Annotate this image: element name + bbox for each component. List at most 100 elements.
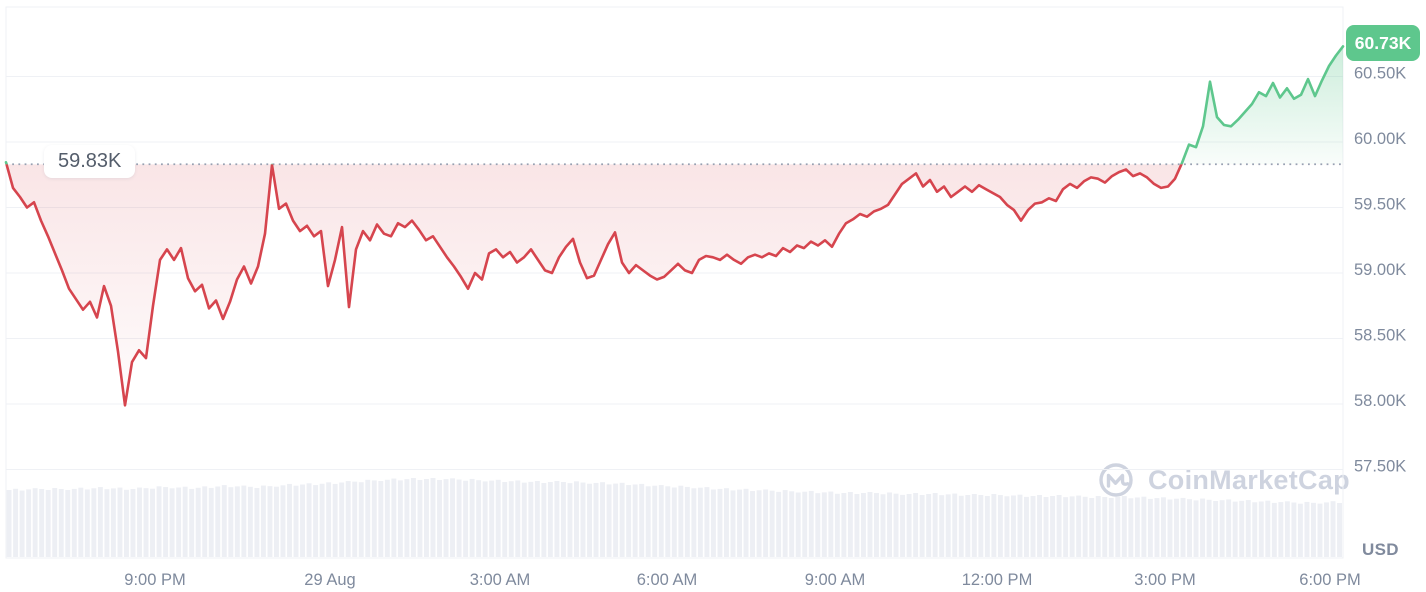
y-axis-tick-label: 59.50K: [1354, 196, 1406, 214]
volume-bar: [1010, 495, 1016, 557]
volume-bar: [1200, 498, 1206, 557]
volume-bar: [489, 480, 495, 557]
volume-bar: [430, 478, 436, 557]
volume-bar: [652, 485, 658, 557]
volume-bar: [1102, 497, 1108, 557]
volume-bar: [874, 493, 879, 557]
volume-bar: [182, 486, 188, 557]
volume-bar: [626, 485, 632, 557]
volume-bar: [58, 489, 64, 557]
volume-bar: [32, 488, 38, 557]
volume-bar: [958, 495, 964, 557]
volume-bar: [789, 491, 795, 557]
volume-bar: [169, 488, 175, 557]
volume-bar: [560, 482, 566, 557]
volume-bar: [1030, 496, 1036, 557]
volume-bar: [900, 494, 906, 557]
volume-bar: [1037, 495, 1042, 557]
volume-bar: [371, 480, 377, 557]
volume-bar: [469, 478, 475, 557]
volume-bar: [1271, 502, 1277, 557]
volume-bar: [860, 493, 866, 557]
volume-bar: [1324, 502, 1329, 557]
volume-bar: [97, 487, 103, 557]
volume-bar: [241, 485, 247, 557]
currency-label: USD: [1362, 540, 1399, 559]
volume-bar: [326, 482, 332, 557]
volume-bar: [313, 485, 319, 557]
volume-bar: [867, 492, 873, 557]
volume-bar: [117, 487, 123, 557]
volume-bar: [1050, 496, 1056, 557]
volume-bar: [65, 490, 71, 557]
volume-bar: [776, 491, 782, 557]
volume-bar: [1056, 495, 1062, 557]
volume-bar: [1154, 498, 1160, 557]
volume-bar: [1206, 499, 1212, 557]
volume-bar: [476, 480, 482, 557]
volume-bar: [163, 487, 169, 557]
volume-bar: [287, 483, 292, 557]
price-line-red: [5, 164, 1183, 407]
volume-bar: [587, 483, 592, 557]
volume-bar: [332, 483, 338, 557]
volume-bar: [795, 492, 801, 557]
volume-bar: [965, 494, 971, 557]
volume-bar: [978, 495, 984, 557]
volume-bar: [1258, 501, 1264, 557]
volume-bar: [189, 488, 195, 557]
volume-bar: [358, 482, 364, 557]
volume-bar: [808, 490, 814, 557]
x-axis-tick-label: 6:00 PM: [1299, 571, 1360, 589]
volume-bar: [443, 479, 449, 557]
volume-bar: [1147, 498, 1153, 557]
volume-bar: [854, 494, 860, 557]
volume-bar: [1141, 496, 1147, 557]
volume-bar: [802, 491, 808, 557]
current-price-badge: 60.73K: [1346, 25, 1420, 61]
volume-bar: [1265, 500, 1271, 557]
volume-bar: [1226, 499, 1232, 557]
volume-bar: [156, 486, 162, 557]
volume-bar: [208, 487, 214, 557]
x-axis-tick-label: 9:00 AM: [805, 571, 866, 589]
volume-bar: [1239, 500, 1245, 557]
volume-bar: [202, 486, 208, 557]
volume-bar: [763, 489, 769, 557]
volume-bar: [619, 482, 625, 557]
volume-bar: [1108, 498, 1114, 557]
volume-bar: [991, 494, 997, 557]
x-axis-tick-label: 3:00 PM: [1134, 571, 1195, 589]
volume-bar: [528, 481, 534, 557]
volume-bar: [971, 494, 977, 557]
volume-bar: [1043, 497, 1049, 557]
x-axis-tick-label: 12:00 PM: [962, 571, 1033, 589]
volume-bar: [137, 487, 142, 557]
volume-bar: [450, 478, 456, 557]
volume-bar: [26, 489, 32, 557]
y-axis-tick-label: 58.00K: [1354, 392, 1406, 410]
volume-bar: [91, 488, 97, 557]
volume-bar: [306, 483, 312, 557]
volume-bar: [417, 480, 423, 557]
y-axis-tick-label: 58.50K: [1354, 327, 1406, 345]
volume-bar: [123, 489, 129, 557]
volume-bar: [671, 487, 677, 557]
coinmarketcap-logo-icon: [1099, 463, 1133, 497]
volume-bar: [750, 491, 756, 557]
volume-bar: [639, 483, 645, 557]
volume-bar: [267, 486, 273, 557]
volume-bar: [463, 480, 469, 557]
volume-bar: [508, 481, 514, 557]
volume-bar: [834, 493, 840, 557]
volume-bar: [939, 495, 945, 557]
volume-bar: [495, 479, 501, 557]
volume-bar: [1252, 502, 1258, 557]
price-area-red: [6, 164, 1182, 406]
volume-bar: [515, 480, 521, 557]
volume-bar: [697, 487, 703, 557]
volume-bar: [345, 481, 351, 557]
volume-bar: [919, 495, 925, 557]
volume-bar: [502, 482, 508, 557]
